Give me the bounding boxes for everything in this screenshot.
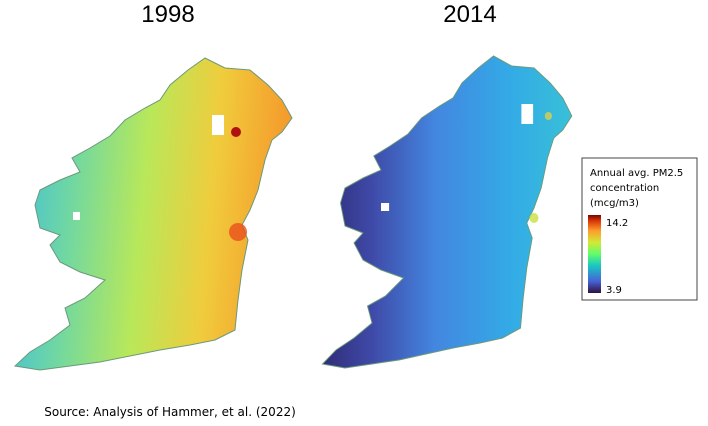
color-ramp	[588, 215, 601, 293]
ireland-shape	[14, 57, 293, 371]
hotspot	[231, 127, 241, 137]
legend-max: 14.2	[606, 218, 628, 229]
hotspot	[544, 112, 552, 120]
source-note: Source: Analysis of Hammer, et al. (2022…	[44, 405, 296, 419]
legend-title: Annual avg. PM2.5	[590, 168, 683, 179]
no-data	[73, 212, 80, 220]
legend-min: 3.9	[606, 285, 622, 296]
no-data	[212, 115, 224, 135]
no-data	[521, 104, 534, 124]
legend-title: concentration	[590, 183, 659, 194]
map-title: 1998	[141, 1, 194, 28]
hotspot	[529, 213, 539, 223]
legend-box	[581, 157, 698, 301]
no-data	[381, 203, 390, 211]
legend-title: (mcg/m3)	[590, 198, 639, 209]
map-1998	[14, 57, 293, 371]
map-title: 2014	[443, 1, 496, 28]
ireland-shape	[322, 55, 573, 369]
hotspot	[229, 223, 247, 241]
map-2014	[322, 55, 573, 369]
legend: Annual avg. PM2.5 concentration (mcg/m3)…	[581, 157, 698, 301]
